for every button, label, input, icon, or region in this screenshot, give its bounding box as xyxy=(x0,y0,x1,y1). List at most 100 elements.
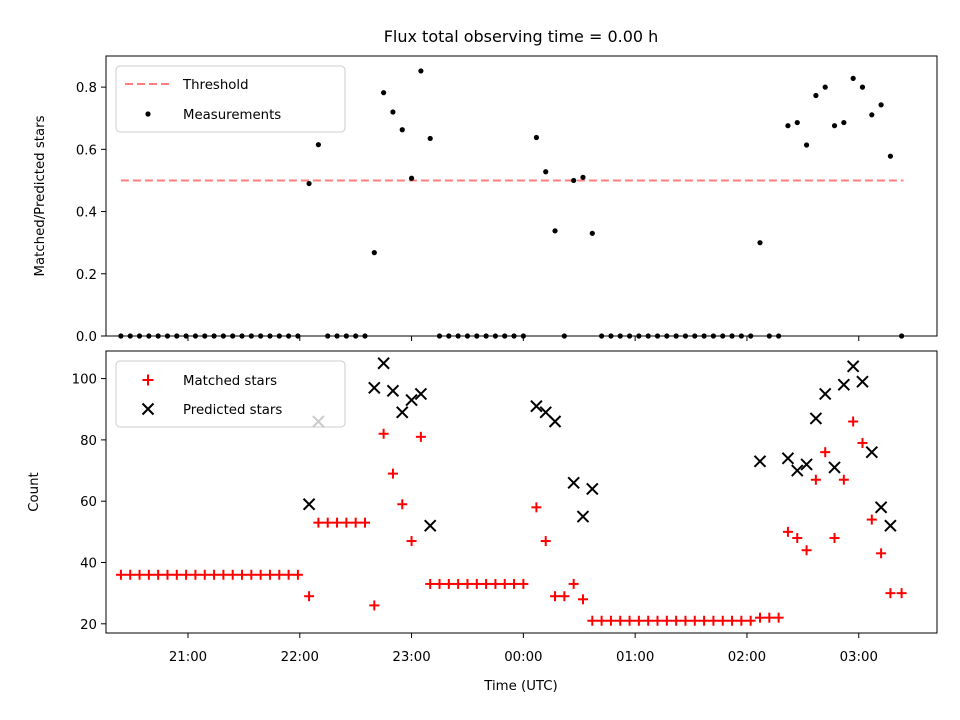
matched-star-marker xyxy=(857,437,868,448)
matched-star-marker xyxy=(708,615,719,626)
matched-star-marker xyxy=(171,569,182,580)
bottom-x-tick-label: 03:00 xyxy=(840,650,878,665)
matched-star-marker xyxy=(587,615,598,626)
matched-star-marker xyxy=(885,588,896,599)
predicted-star-marker xyxy=(368,381,381,394)
matched-star-marker xyxy=(717,615,728,626)
bottom-y-axis-label: Count xyxy=(27,472,42,512)
predicted-legend-swatch xyxy=(141,402,155,416)
top-axes-frame xyxy=(105,55,938,337)
matched-legend-swatch xyxy=(142,374,154,386)
matched-star-marker xyxy=(115,569,126,580)
measurement-point xyxy=(813,92,819,99)
matched-star-marker xyxy=(745,615,756,626)
matched-star-marker xyxy=(876,548,887,559)
matched-star-marker xyxy=(615,615,626,626)
matched-star-marker xyxy=(559,591,570,602)
predicted-star-marker xyxy=(753,455,767,468)
matched-star-marker xyxy=(406,536,417,547)
matched-star-marker xyxy=(605,615,616,626)
predicted-star-marker xyxy=(396,406,409,419)
measurement-point xyxy=(841,119,847,126)
bottom-x-tick-label: 00:00 xyxy=(504,650,542,665)
matched-star-marker xyxy=(820,447,831,458)
bottom-y-tick-label: 20 xyxy=(80,618,97,633)
measurement-point xyxy=(822,84,828,90)
top-legend-box xyxy=(115,65,346,133)
predicted-star-marker xyxy=(874,501,888,514)
matched-star-marker xyxy=(134,569,145,580)
bottom-y-axis: 20 40 60 80 100 xyxy=(72,373,106,633)
matched-star-marker xyxy=(652,615,663,626)
bottom-legend-box xyxy=(115,360,346,428)
matched-star-marker xyxy=(246,569,257,580)
matched-star-marker xyxy=(531,502,542,513)
bottom-y-tick-label: 100 xyxy=(72,373,97,388)
matched-star-marker xyxy=(332,517,343,528)
predicted-star-marker xyxy=(828,461,841,474)
matched-star-marker xyxy=(434,578,445,589)
matched-star-marker xyxy=(274,569,285,580)
measurement-point xyxy=(859,84,866,90)
matched-star-marker xyxy=(490,578,501,589)
matched-star-marker xyxy=(190,569,201,580)
matched-star-marker xyxy=(218,569,229,580)
top-y-axis: 0.0 0.2 0.4 0.6 0.8 xyxy=(76,81,106,345)
matched-star-marker xyxy=(624,615,635,626)
matched-star-marker xyxy=(304,591,315,602)
matched-star-marker xyxy=(199,569,210,580)
measurement-point xyxy=(399,127,405,133)
measurement-point xyxy=(543,169,549,175)
measurement-point xyxy=(785,123,791,129)
predicted-star-marker xyxy=(846,360,860,373)
measurement-point xyxy=(869,112,875,118)
top-y-tick-label: 0.8 xyxy=(76,81,97,96)
measurements-legend-label: Measurements xyxy=(183,108,281,123)
matched-star-marker xyxy=(292,569,303,580)
measurement-point xyxy=(533,134,540,141)
matched-star-marker xyxy=(425,578,436,589)
matched-star-marker xyxy=(689,615,700,626)
bottom-x-tick-label: 21:00 xyxy=(169,650,207,665)
matched-star-marker xyxy=(341,517,352,528)
predicted-star-marker xyxy=(800,458,813,471)
matched-star-marker xyxy=(499,578,510,589)
top-y-tick-label: 0.0 xyxy=(76,330,97,345)
matched-star-marker xyxy=(209,569,220,580)
threshold-legend-label: Threshold xyxy=(182,78,249,93)
matched-star-marker xyxy=(322,517,333,528)
matched-star-marker xyxy=(453,578,464,589)
matched-star-marker xyxy=(540,536,551,547)
measurement-point xyxy=(878,102,884,108)
predicted-star-marker xyxy=(791,464,804,477)
bottom-x-tick-label: 01:00 xyxy=(616,650,654,665)
matched-legend-label: Matched stars xyxy=(183,374,277,389)
matched-star-marker xyxy=(237,569,248,580)
measurement-point xyxy=(381,90,387,96)
measurement-point xyxy=(306,180,312,187)
measurement-point xyxy=(850,75,856,81)
bottom-axes-frame xyxy=(105,350,938,634)
predicted-star-marker xyxy=(567,476,580,490)
measurement-point xyxy=(390,109,396,115)
predicted-star-marker xyxy=(856,375,869,388)
top-y-axis-label: Matched/Predicted stars xyxy=(33,115,48,276)
bottom-y-tick-label: 60 xyxy=(80,495,97,510)
measurement-point xyxy=(803,142,810,148)
predicted-legend-label: Predicted stars xyxy=(183,403,282,418)
measurement-point xyxy=(831,123,838,129)
measurement-point xyxy=(408,175,415,181)
top-legend: Threshold Measurements xyxy=(115,65,346,133)
predicted-star-marker xyxy=(586,482,599,496)
predicted-star-marker xyxy=(809,412,823,425)
predicted-star-marker xyxy=(548,415,562,428)
matched-star-marker xyxy=(481,578,492,589)
matched-star-marker xyxy=(568,578,579,589)
bottom-plot-area xyxy=(115,357,907,626)
matched-star-marker xyxy=(810,474,821,485)
predicted-star-marker xyxy=(386,384,400,398)
top-y-tick-label: 0.4 xyxy=(76,206,97,221)
measurement-point xyxy=(552,228,558,234)
top-y-tick-label: 0.2 xyxy=(76,268,97,283)
